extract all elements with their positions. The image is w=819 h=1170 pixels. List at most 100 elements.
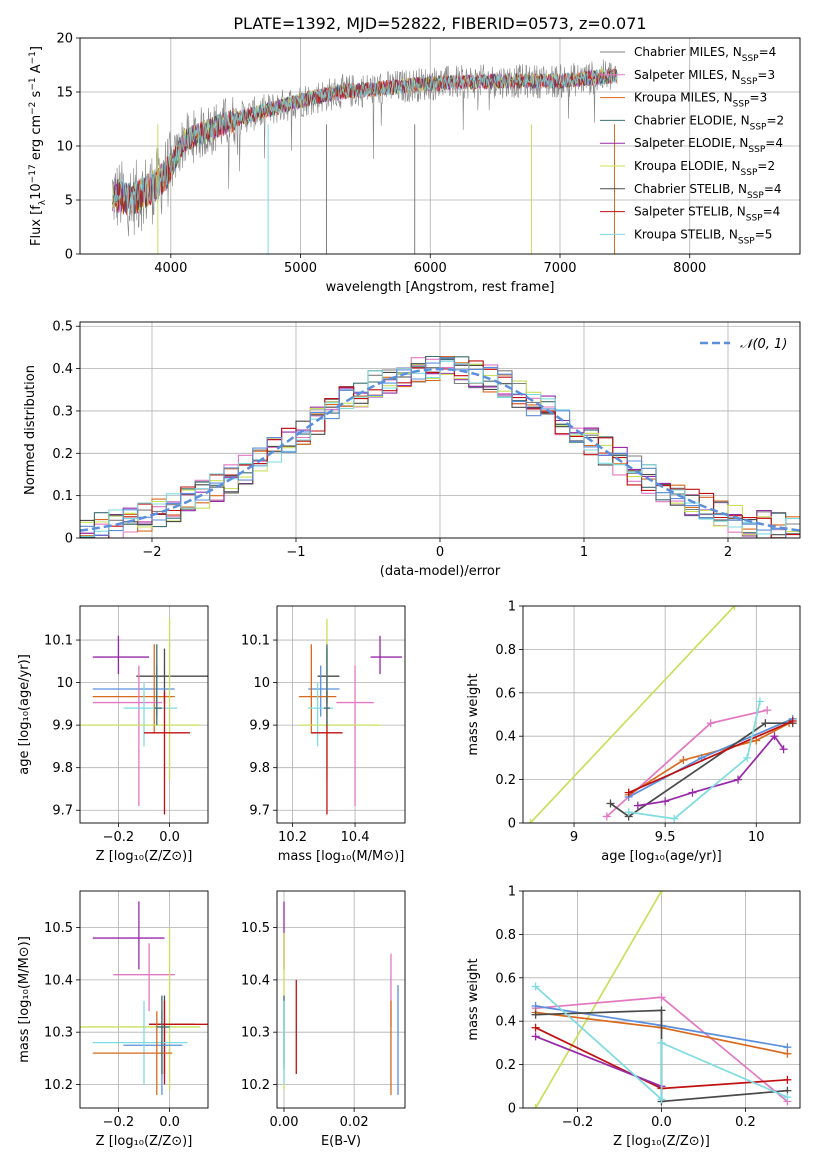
x-tick-label: 2: [724, 545, 732, 560]
y-tick-label: 5: [65, 194, 73, 209]
y-tick-label: 0.4: [52, 362, 73, 377]
x-tick-label: 0.02: [340, 1115, 369, 1130]
axes-frame: [79, 605, 209, 824]
y-tick-label: 0.2: [495, 773, 516, 788]
x-tick-label: 9.5: [655, 830, 676, 845]
y-tick-label: 0.8: [495, 643, 516, 658]
legend-label: Salpeter MILES, NSSP=3: [634, 68, 775, 87]
legend-label: Salpeter ELODIE, NSSP=4: [634, 136, 783, 155]
y-tick-label: 20: [56, 32, 73, 47]
y-tick-label: 0: [508, 1102, 516, 1117]
x-tick-label: 0: [436, 545, 444, 560]
weight-lines: [531, 891, 792, 1108]
y-axis-label: mass [log₁₀(M/M⊙)]: [17, 936, 32, 1063]
errorbar-points: [80, 901, 208, 1095]
axes-frame: [522, 605, 801, 824]
y-tick-label: 0.1: [52, 489, 73, 504]
histogram-panel: −2 −1 0 1 2 0 0.1 0.2 0.3 0.4 0.5 (data-model)/erro…: [23, 320, 801, 579]
x-axis-label: (data-model)/error: [380, 564, 501, 579]
y-tick-label: 9.8: [249, 761, 270, 776]
y-axis-label: Normed distribution: [23, 365, 38, 495]
y-tick-label: 0.8: [495, 928, 516, 943]
spectrum-panel: 4000 5000 6000 7000 8000 0 5 10 15 20 wavelength […: [28, 32, 801, 295]
mass-Z-panel: −0.2 0.0 10.2 10.3 10.4 10.5 Z [log₁₀(Z/Z⊙)] ma…: [17, 890, 209, 1149]
y-tick-label: 10: [56, 676, 73, 691]
y-tick-label: 10.2: [44, 1078, 73, 1093]
y-tick-label: 0.3: [52, 404, 73, 419]
y-tick-label: 10.1: [241, 634, 270, 649]
y-tick-label: 0.6: [495, 686, 516, 701]
y-axis-label: age [log₁₀(age/yr)]: [17, 654, 32, 775]
y-tick-label: 0: [65, 248, 73, 263]
gaussian-model-line: [80, 367, 800, 532]
y-tick-label: 0: [508, 817, 516, 832]
weight-series: [535, 1035, 662, 1088]
y-tick-label: 10.4: [44, 973, 73, 988]
y-tick-label: 0.2: [52, 447, 73, 462]
x-tick-label: 10: [748, 830, 765, 845]
x-tick-label: −1: [286, 545, 305, 560]
y-tick-label: 0: [65, 532, 73, 547]
x-tick-label: 10.4: [341, 830, 370, 845]
x-axis-label: mass [log₁₀(M/M⊙)]: [278, 849, 405, 864]
legend-label: Salpeter STELIB, NSSP=4: [634, 205, 780, 224]
y-tick-label: 9.9: [52, 719, 73, 734]
weight-series: [534, 891, 663, 1108]
spectrum-series: [112, 69, 618, 215]
y-tick-label: 1: [508, 885, 516, 900]
y-tick-label: 1: [508, 600, 516, 615]
y-tick-label: 9.8: [52, 761, 73, 776]
x-axis-label: Z [log₁₀(Z/Z⊙)]: [613, 1134, 710, 1149]
x-axis-label: E(B-V): [321, 1134, 361, 1149]
x-tick-label: 0.0: [159, 830, 180, 845]
axes-frame: [276, 605, 406, 824]
y-tick-label: 10.5: [241, 921, 270, 936]
weight-series: [628, 701, 761, 820]
x-axis-label: Z [log₁₀(Z/Z⊙)]: [96, 1134, 193, 1149]
y-tick-label: 0.4: [495, 1015, 516, 1030]
x-axis-label: Z [log₁₀(Z/Z⊙)]: [96, 849, 193, 864]
x-tick-label: 10.2: [278, 830, 307, 845]
x-tick-label: −0.2: [103, 1115, 135, 1130]
y-tick-label: 0.5: [52, 320, 73, 335]
y-tick-label: 15: [56, 86, 73, 101]
x-tick-label: −0.2: [562, 1115, 594, 1130]
y-tick-label: 0.6: [495, 971, 516, 986]
weight-series: [610, 722, 793, 818]
legend-label: 𝒩(0, 1): [740, 337, 787, 352]
y-axis-label: mass weight: [466, 673, 481, 755]
y-axis-label: mass weight: [466, 958, 481, 1040]
weight-lines: [526, 606, 797, 823]
weight-series: [628, 720, 794, 794]
y-tick-label: 9.7: [52, 804, 73, 819]
y-tick-label: 0.2: [495, 1058, 516, 1073]
x-axis-label: wavelength [Angstrom, rest frame]: [326, 280, 555, 295]
legend-label: Kroupa STELIB, NSSP=5: [634, 227, 772, 246]
legend-label: Kroupa MILES, NSSP=3: [634, 91, 767, 110]
x-axis-label: age [log₁₀(age/yr)]: [601, 849, 722, 864]
errorbar-points: [283, 901, 399, 1095]
axes-frame: [79, 37, 801, 255]
figure-title: PLATE=1392, MJD=52822, FIBERID=0573, z=0…: [233, 14, 646, 33]
x-tick-label: 6000: [414, 261, 447, 276]
weight-series: [628, 718, 794, 798]
y-tick-label: 10: [253, 676, 270, 691]
errorbar-points: [80, 618, 208, 815]
legend-label: Chabrier MILES, NSSP=4: [634, 45, 776, 64]
x-tick-label: 7000: [543, 261, 576, 276]
weight-series: [606, 709, 768, 818]
y-tick-label: 0.4: [495, 730, 516, 745]
weight-series: [637, 734, 785, 807]
axes-frame: [79, 890, 209, 1109]
weight-series: [535, 985, 788, 1102]
histogram-steps: [80, 355, 800, 538]
mass-ebv-panel: 0.00 0.02 10.2 10.3 10.4 10.5 E(B-V): [241, 890, 406, 1149]
axes-frame: [276, 890, 406, 1109]
legend-label: Kroupa ELODIE, NSSP=2: [634, 159, 775, 178]
errorbar-points: [298, 618, 402, 815]
y-tick-label: 10.5: [44, 921, 73, 936]
histogram-series: [80, 357, 800, 538]
y-tick-label: 9.9: [249, 719, 270, 734]
spectrum-series: [112, 59, 618, 237]
